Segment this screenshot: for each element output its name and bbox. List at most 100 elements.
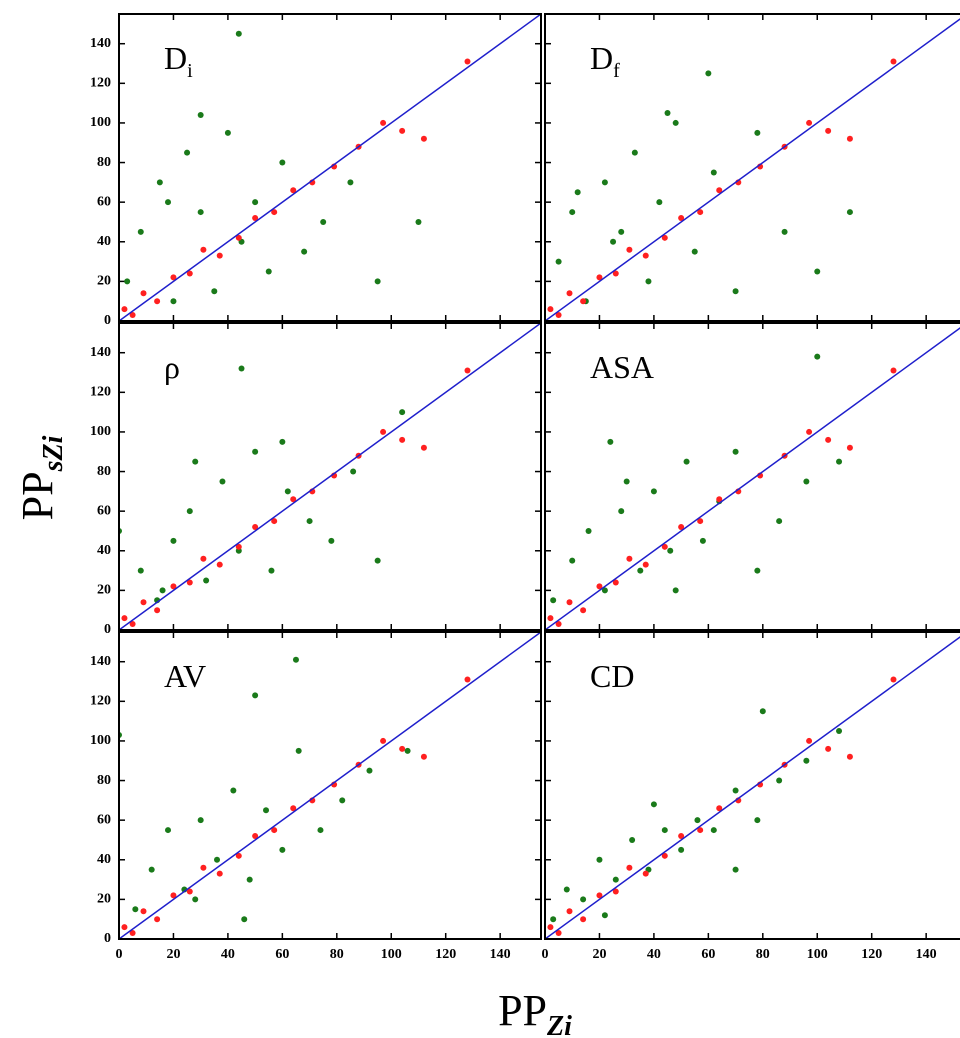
point <box>642 870 649 877</box>
panel-label-main: ρ <box>164 349 180 385</box>
y-axis-title: PPsZi <box>13 435 69 520</box>
point <box>694 817 701 824</box>
point <box>846 444 853 451</box>
y-tick-label: 120 <box>90 385 111 400</box>
y-tick-label: 20 <box>97 583 111 598</box>
point <box>732 787 739 794</box>
point <box>347 179 354 186</box>
y-tick-label: 40 <box>97 852 111 867</box>
point <box>200 555 207 562</box>
point <box>846 209 853 216</box>
panel: CD <box>544 631 960 940</box>
point <box>415 218 422 225</box>
panel-label-main: ASA <box>590 349 654 385</box>
panel-frame <box>118 13 542 322</box>
point <box>645 278 652 285</box>
point <box>252 524 259 531</box>
y-tick-label: 60 <box>97 812 111 827</box>
point <box>216 870 223 877</box>
point <box>836 728 843 735</box>
point <box>235 543 242 550</box>
diagonal-line <box>545 327 960 630</box>
point <box>580 607 587 614</box>
point <box>399 409 406 416</box>
point <box>137 567 144 574</box>
point <box>165 199 172 206</box>
point <box>140 908 147 915</box>
plot-area <box>119 14 541 321</box>
point <box>137 228 144 235</box>
point <box>697 209 704 216</box>
panel: Df <box>544 13 960 322</box>
point <box>803 757 810 764</box>
point <box>216 561 223 568</box>
point <box>290 805 297 812</box>
point <box>129 621 136 628</box>
point <box>121 615 128 622</box>
point <box>140 599 147 606</box>
point <box>317 827 324 834</box>
point <box>154 916 161 923</box>
point <box>667 547 674 554</box>
panel: ρ <box>118 322 542 631</box>
plot-area <box>545 14 960 321</box>
point <box>661 852 668 859</box>
point <box>374 557 381 564</box>
diagonal-line <box>545 18 960 321</box>
point <box>121 924 128 931</box>
point <box>710 169 717 176</box>
panel-label-main: CD <box>590 658 634 694</box>
point <box>601 179 608 186</box>
point <box>814 268 821 275</box>
point <box>596 274 603 281</box>
panel-frame <box>544 631 960 940</box>
point <box>186 888 193 895</box>
y-tick-label: 80 <box>97 464 111 479</box>
point <box>271 518 278 525</box>
point <box>661 543 668 550</box>
y-tick-label: 140 <box>90 36 111 51</box>
point <box>566 290 573 297</box>
point <box>279 159 286 166</box>
point <box>192 896 199 903</box>
point <box>555 312 562 319</box>
y-tick-label: 60 <box>97 503 111 518</box>
point <box>754 567 761 574</box>
point <box>224 129 231 136</box>
point <box>399 127 406 134</box>
point <box>803 478 810 485</box>
point <box>642 561 649 568</box>
point <box>252 833 259 840</box>
point <box>732 448 739 455</box>
x-tick-label: 20 <box>592 947 606 962</box>
point <box>566 599 573 606</box>
point <box>814 353 821 360</box>
point <box>550 597 557 604</box>
point <box>806 119 813 126</box>
point <box>550 916 557 923</box>
x-tick-label: 120 <box>435 947 456 962</box>
point <box>124 278 131 285</box>
y-tick-label: 0 <box>104 931 111 946</box>
point <box>268 567 275 574</box>
y-tick-label: 140 <box>90 345 111 360</box>
x-tick-label: 0 <box>542 947 549 962</box>
point <box>186 270 193 277</box>
x-tick-label: 100 <box>807 947 828 962</box>
panel-label: AV <box>164 658 206 694</box>
point <box>569 209 576 216</box>
y-tick-label: 120 <box>90 76 111 91</box>
point <box>235 234 242 241</box>
point <box>759 708 766 715</box>
y-tick-label: 80 <box>97 773 111 788</box>
point <box>612 270 619 277</box>
point <box>580 916 587 923</box>
point <box>626 555 633 562</box>
x-tick-label: 140 <box>916 947 937 962</box>
diagonal-line <box>119 14 541 321</box>
point <box>754 817 761 824</box>
point <box>339 797 346 804</box>
point <box>656 199 663 206</box>
point <box>399 436 406 443</box>
